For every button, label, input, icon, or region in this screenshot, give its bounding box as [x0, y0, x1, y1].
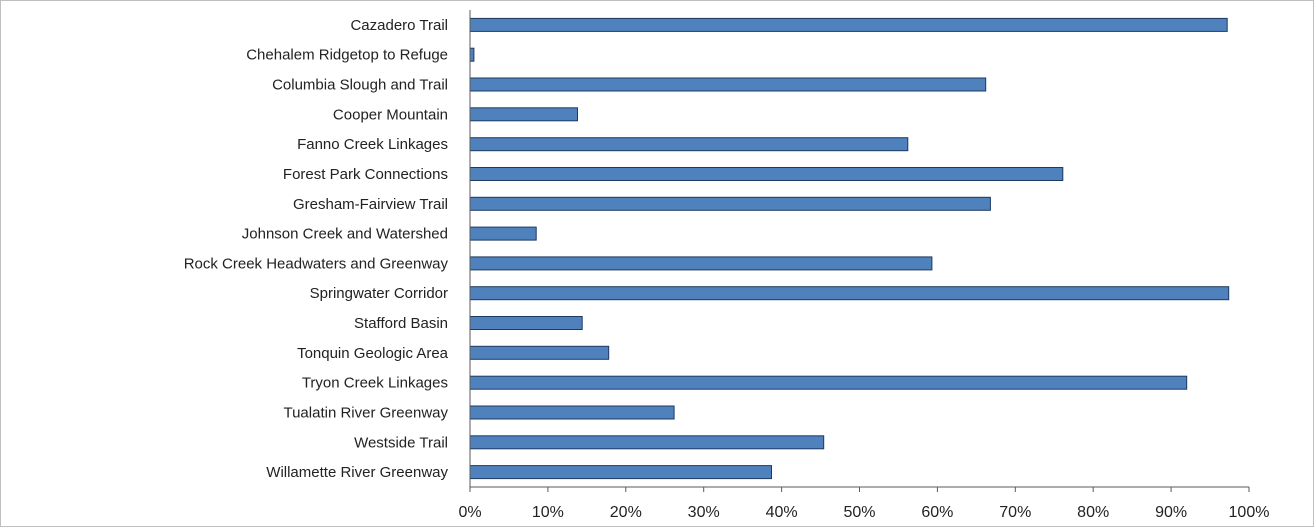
- x-tick-label-1: 10%: [532, 504, 564, 521]
- bar-13: [470, 406, 674, 419]
- category-label-7: Johnson Creek and Watershed: [242, 226, 448, 243]
- category-labels: Cazadero Trail Chehalem Ridgetop to Refug…: [184, 17, 449, 481]
- category-label-3: Cooper Mountain: [333, 106, 448, 123]
- bar-5: [470, 168, 1063, 181]
- category-label-1: Chehalem Ridgetop to Refuge: [246, 47, 448, 64]
- category-label-5: Forest Park Connections: [283, 166, 448, 183]
- bars-group: [470, 18, 1229, 478]
- bar-14: [470, 436, 824, 449]
- x-tick-label-7: 70%: [999, 504, 1031, 521]
- x-tick-label-2: 20%: [610, 504, 642, 521]
- category-label-2: Columbia Slough and Trail: [272, 77, 448, 94]
- bar-10: [470, 317, 582, 330]
- category-label-9: Springwater Corridor: [310, 285, 448, 302]
- category-label-4: Fanno Creek Linkages: [297, 136, 448, 153]
- x-tick-label-8: 80%: [1077, 504, 1109, 521]
- bar-1: [470, 48, 474, 61]
- bar-3: [470, 108, 578, 121]
- category-label-12: Tryon Creek Linkages: [302, 375, 448, 392]
- bar-8: [470, 257, 932, 270]
- x-tick-label-0: 0%: [458, 504, 481, 521]
- bar-7: [470, 227, 536, 240]
- x-tick-label-6: 60%: [921, 504, 953, 521]
- x-tick-label-9: 90%: [1155, 504, 1187, 521]
- bar-9: [470, 287, 1229, 300]
- bar-15: [470, 466, 772, 479]
- bar-12: [470, 376, 1187, 389]
- x-tick-label-10: 100%: [1229, 504, 1270, 521]
- category-label-14: Westside Trail: [354, 434, 448, 451]
- category-label-8: Rock Creek Headwaters and Greenway: [184, 255, 449, 272]
- bar-2: [470, 78, 986, 91]
- category-label-15: Willamette River Greenway: [266, 464, 448, 481]
- category-label-11: Tonquin Geologic Area: [297, 345, 449, 362]
- bar-0: [470, 18, 1227, 31]
- category-label-0: Cazadero Trail: [350, 17, 448, 34]
- bar-6: [470, 197, 990, 210]
- x-tick-label-3: 30%: [688, 504, 720, 521]
- category-label-13: Tualatin River Greenway: [283, 405, 448, 422]
- bar-4: [470, 138, 908, 151]
- category-label-6: Gresham-Fairview Trail: [293, 196, 448, 213]
- x-tick-label-5: 50%: [843, 504, 875, 521]
- category-label-10: Stafford Basin: [354, 315, 448, 332]
- x-tick-label-4: 40%: [766, 504, 798, 521]
- bar-11: [470, 346, 609, 359]
